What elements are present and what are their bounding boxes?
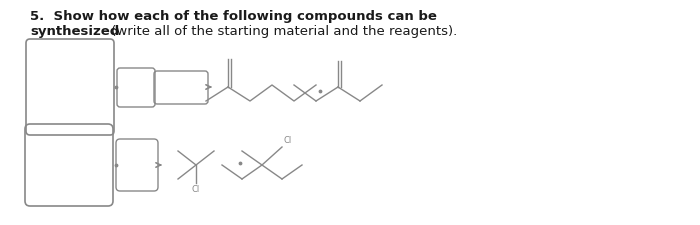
Text: (write all of the starting material and the reagents).: (write all of the starting material and …: [107, 25, 457, 38]
Text: Cl: Cl: [192, 185, 200, 194]
Text: Cl: Cl: [284, 136, 293, 145]
Text: 5.  Show how each of the following compounds can be: 5. Show how each of the following compou…: [30, 10, 437, 23]
Text: synthesized: synthesized: [30, 25, 119, 38]
